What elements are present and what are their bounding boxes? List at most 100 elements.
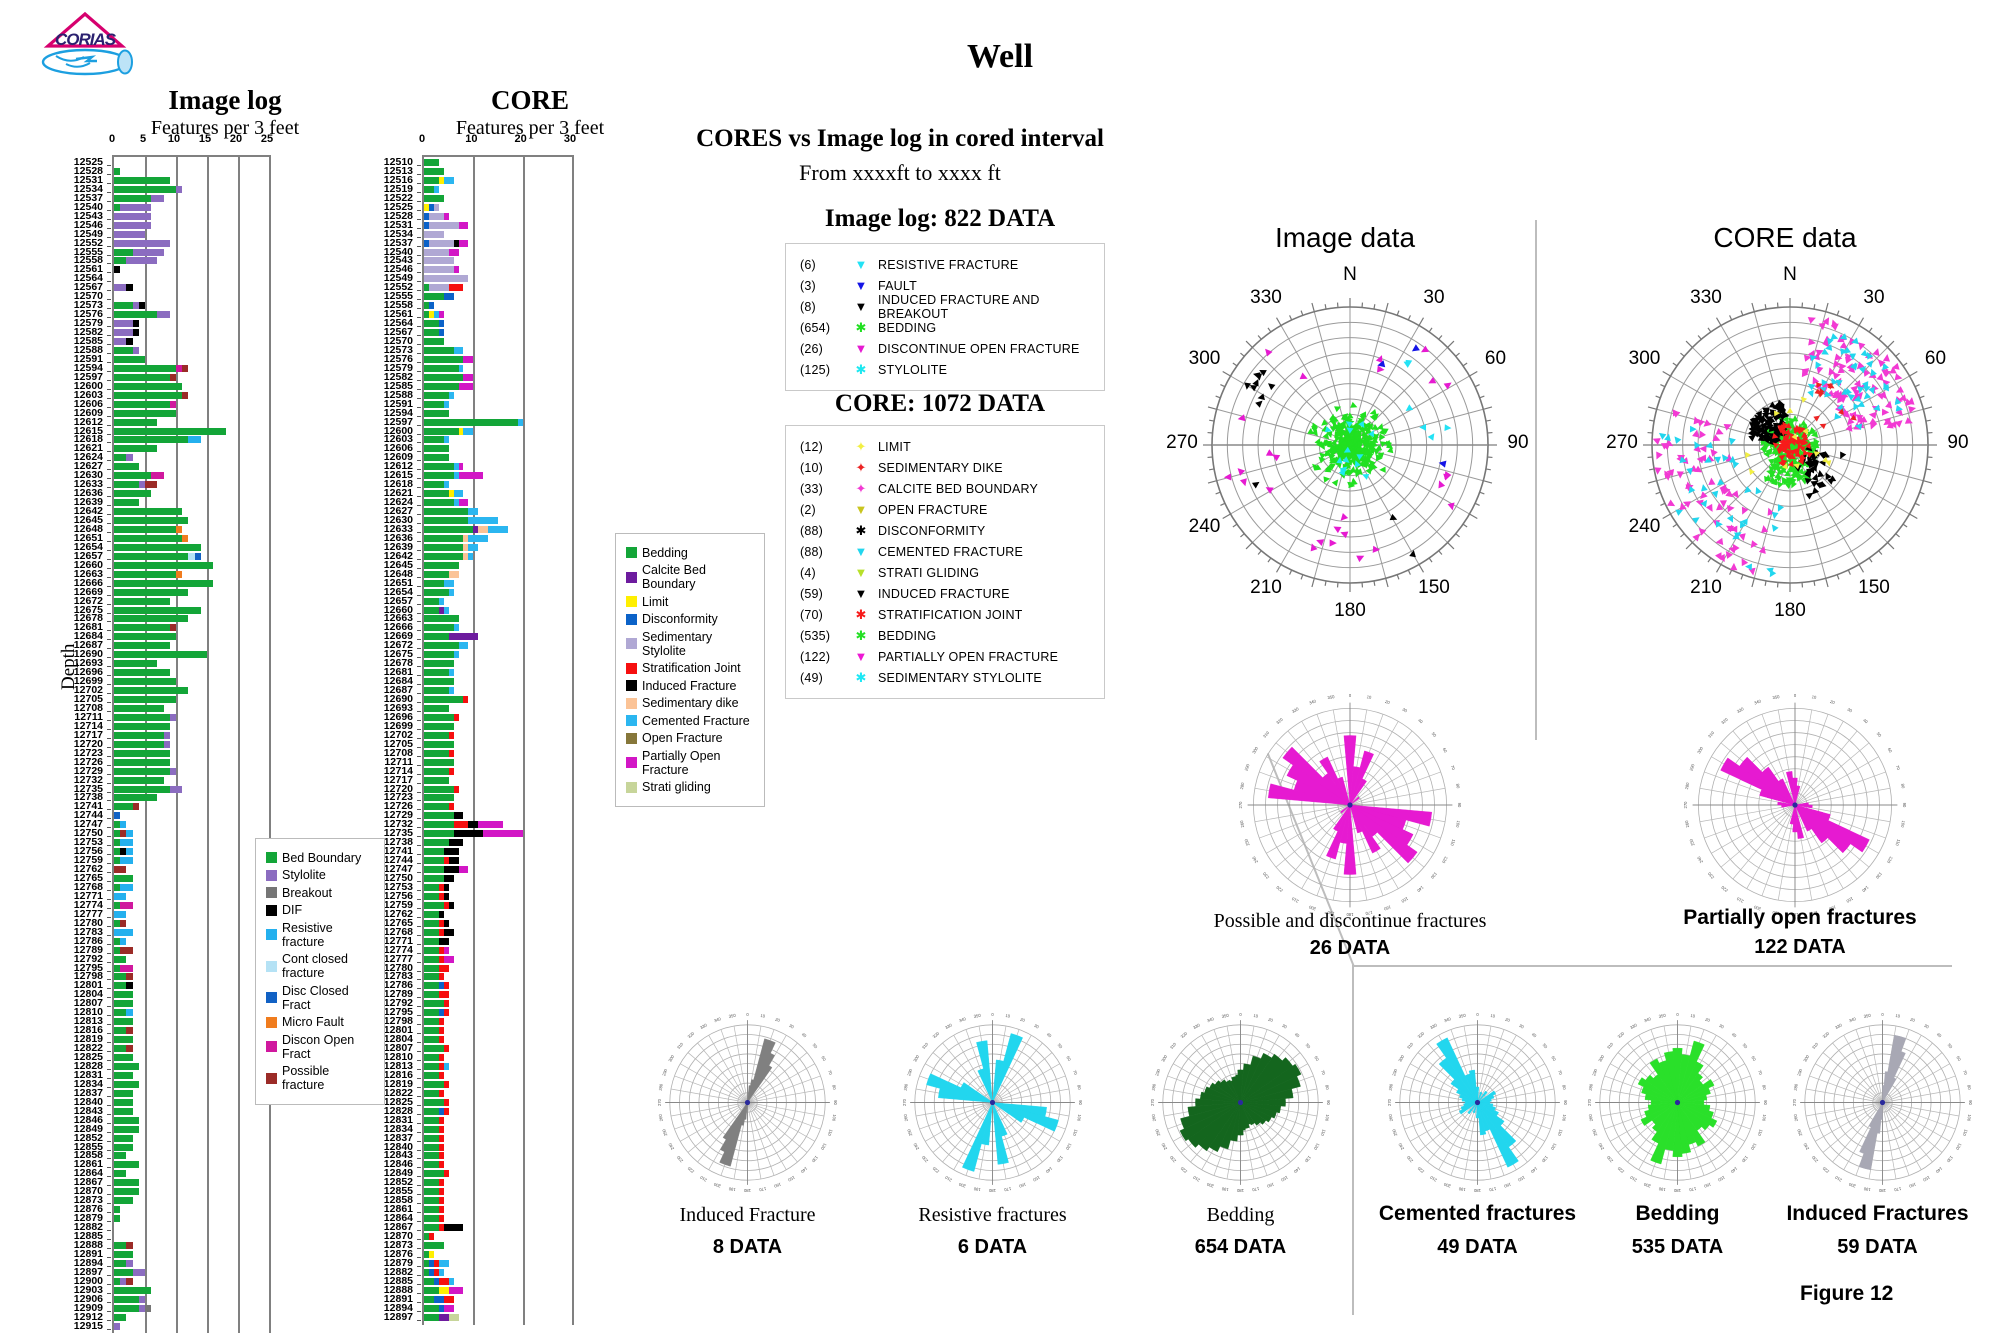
- depth-bar-row: [424, 1027, 572, 1034]
- symbol-marker-icon: ✱: [844, 363, 878, 376]
- panel-divider-vertical: [1352, 965, 1354, 1315]
- depth-tick: [417, 630, 421, 631]
- depth-bar-row: [424, 356, 572, 363]
- stereonet-data-point: [1235, 466, 1245, 476]
- svg-text:50: 50: [1876, 731, 1883, 738]
- depth-tick: [417, 174, 421, 175]
- bar-segment: [170, 786, 182, 793]
- legend-color-swatch: [266, 992, 277, 1003]
- legend-color-swatch: [626, 663, 637, 674]
- bar-segment: [126, 1009, 132, 1016]
- compass-label: 210: [1689, 577, 1723, 599]
- depth-tick: [417, 1087, 421, 1088]
- depth-tick: [107, 317, 111, 318]
- svg-text:60: 60: [1750, 1055, 1757, 1062]
- bar-segment: [459, 463, 464, 470]
- svg-text:310: 310: [1811, 1041, 1820, 1050]
- symbol-legend-item: (535)✱BEDDING: [800, 625, 1090, 646]
- depth-bar-row: [424, 678, 572, 685]
- legend-color-swatch: [626, 614, 637, 625]
- bar-segment: [439, 1188, 444, 1195]
- bar-segment: [114, 1135, 133, 1142]
- depth-tick: [107, 1033, 111, 1034]
- depth-bar-row: [114, 1045, 269, 1052]
- bar-segment: [424, 195, 444, 202]
- bar-segment: [176, 526, 182, 533]
- bar-segment: [114, 1027, 126, 1034]
- bar-segment: [114, 875, 133, 882]
- bar-segment: [424, 938, 439, 945]
- symbol-legend-item: (654)✱BEDDING: [800, 317, 1090, 338]
- depth-tick: [417, 1248, 421, 1249]
- svg-text:80: 80: [1561, 1084, 1567, 1090]
- depth-tick: [417, 1158, 421, 1159]
- bar-segment: [114, 1314, 126, 1321]
- depth-bar-row: [424, 222, 572, 229]
- bar-segment: [424, 1054, 439, 1061]
- depth-bar-row: [114, 1314, 269, 1321]
- svg-text:130: 130: [810, 1155, 819, 1164]
- svg-text:0: 0: [1676, 1012, 1679, 1017]
- depth-tick: [417, 720, 421, 721]
- svg-text:30: 30: [1033, 1023, 1040, 1030]
- bar-segment: [444, 866, 459, 873]
- stereonet-data-point: [1882, 409, 1889, 416]
- depth-tick: [107, 1123, 111, 1124]
- svg-text:210: 210: [1290, 896, 1299, 904]
- bar-segment: [120, 857, 132, 864]
- svg-text:110: 110: [1072, 1129, 1079, 1138]
- symbol-legend-item: (88)✱DISCONFORMITY: [800, 520, 1090, 541]
- bar-segment: [424, 607, 439, 614]
- depth-bar-row: [114, 553, 269, 560]
- depth-tick: [107, 1176, 111, 1177]
- depth-bar-row: [114, 401, 269, 408]
- symbol-label: CEMENTED FRACTURE: [878, 545, 1090, 559]
- bar-segment: [114, 615, 188, 622]
- svg-text:20: 20: [1020, 1017, 1027, 1024]
- depth-tick: [417, 953, 421, 954]
- bar-segment: [439, 1152, 444, 1159]
- bar-segment: [114, 240, 170, 247]
- depth-bar-row: [114, 383, 269, 390]
- depth-bar-row: [424, 1099, 572, 1106]
- bar-segment: [449, 857, 459, 864]
- depth-bar-row: [114, 1224, 269, 1231]
- svg-text:90: 90: [1763, 1100, 1768, 1105]
- depth-bar-row: [424, 1063, 572, 1070]
- depth-bar-row: [424, 973, 572, 980]
- stereonet-data-point: [1436, 479, 1445, 488]
- bar-segment: [114, 231, 145, 238]
- bar-segment: [434, 204, 439, 211]
- bar-segment: [449, 284, 464, 291]
- svg-text:220: 220: [931, 1165, 940, 1174]
- bar-segment: [449, 392, 454, 399]
- depth-bar-row: [424, 1296, 572, 1303]
- bar-segment: [424, 678, 454, 685]
- bar-segment: [424, 911, 439, 918]
- rose-label-2: Induced Fracture: [630, 1204, 865, 1227]
- svg-text:320: 320: [1617, 1030, 1626, 1039]
- bar-segment: [114, 607, 201, 614]
- bar-segment: [424, 669, 449, 676]
- svg-text:330: 330: [699, 1022, 708, 1030]
- legend-item: Induced Fracture: [626, 679, 754, 693]
- image-log-symbol-legend: (6)▼RESISTIVE FRACTURE(3)▼FAULT(8)▼INDUC…: [785, 243, 1105, 391]
- svg-text:80: 80: [1966, 1084, 1972, 1090]
- svg-text:350: 350: [973, 1013, 981, 1019]
- depth-tick: [107, 174, 111, 175]
- symbol-marker-icon: ✱: [844, 321, 878, 334]
- svg-text:180: 180: [743, 1188, 751, 1193]
- bar-segment: [114, 517, 188, 524]
- depth-tick: [107, 1096, 111, 1097]
- depth-tick: [417, 962, 421, 963]
- depth-tick: [417, 1141, 421, 1142]
- depth-tick: [107, 1132, 111, 1133]
- svg-text:270: 270: [1238, 801, 1243, 809]
- depth-bar-row: [424, 1188, 572, 1195]
- depth-bar-row: [114, 1135, 269, 1142]
- depth-bar-row: [424, 1009, 572, 1016]
- depth-tick: [417, 416, 421, 417]
